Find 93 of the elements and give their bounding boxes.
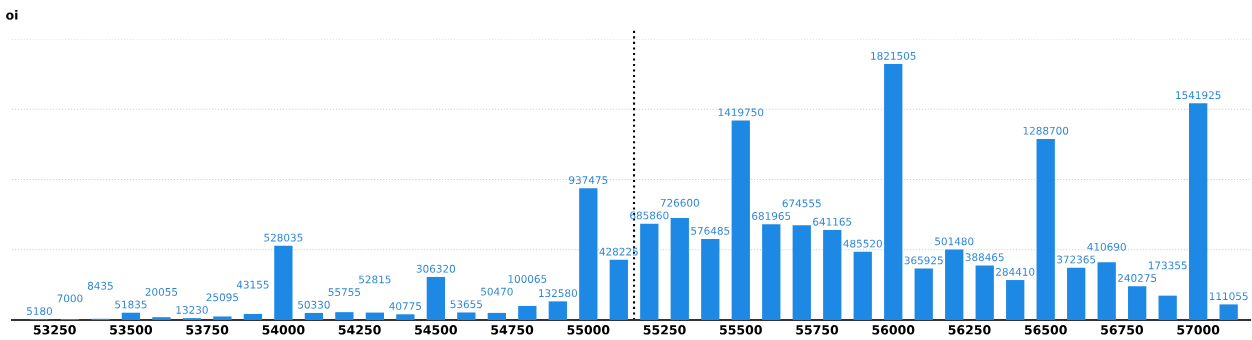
data-label: 365925 — [904, 256, 943, 265]
bar — [823, 229, 842, 320]
y-axis-title: oi — [6, 10, 18, 20]
data-label: 501480 — [935, 237, 974, 246]
bar — [609, 259, 628, 320]
bar — [762, 224, 781, 320]
data-label: 576485 — [691, 226, 730, 235]
bar — [1067, 267, 1086, 320]
x-tick-label: 53500 — [110, 325, 153, 335]
bar — [1006, 280, 1025, 320]
bar — [274, 245, 293, 320]
bar — [457, 312, 476, 320]
data-label: 25095 — [206, 293, 239, 302]
data-label: 1419750 — [718, 108, 764, 117]
data-label: 51835 — [115, 300, 147, 309]
bar — [396, 314, 415, 320]
data-label: 20055 — [145, 287, 178, 296]
bar — [304, 312, 324, 320]
data-label: 306320 — [416, 264, 456, 273]
data-label: 43155 — [236, 280, 269, 289]
data-label: 1288700 — [1023, 126, 1069, 135]
x-tick-label: 56500 — [1024, 325, 1067, 335]
data-label: 428225 — [599, 247, 638, 256]
data-label: 240275 — [1118, 274, 1157, 282]
data-label: 1541925 — [1176, 91, 1221, 100]
data-label: 50330 — [298, 300, 330, 309]
bar — [1036, 138, 1055, 320]
x-tick-label: 53750 — [186, 325, 229, 335]
data-label: 284410 — [996, 267, 1035, 276]
data-label: 8435 — [87, 281, 113, 290]
bar — [914, 268, 933, 320]
x-tick-label: 56750 — [1101, 325, 1144, 335]
bar — [670, 217, 689, 320]
data-label: 132580 — [539, 289, 578, 298]
bar — [945, 249, 964, 320]
data-label: 641165 — [813, 217, 852, 226]
bar — [1189, 103, 1208, 320]
bar — [853, 251, 872, 320]
bar — [487, 312, 506, 320]
data-label: 5180 — [26, 307, 53, 316]
x-tick-label: 55750 — [796, 325, 839, 335]
x-tick-label: 55500 — [720, 325, 762, 335]
x-tick-label: 56250 — [948, 325, 991, 335]
bar — [548, 301, 567, 320]
data-label: 685860 — [630, 211, 669, 220]
bar — [365, 312, 385, 320]
x-tick-label: 54000 — [262, 325, 305, 335]
bar — [213, 316, 232, 320]
bar — [121, 312, 141, 320]
bar — [1219, 304, 1238, 320]
bar — [975, 265, 994, 320]
data-label: 388465 — [965, 253, 1004, 262]
x-tick-label: 55000 — [567, 325, 610, 335]
x-tick-label: 53250 — [33, 325, 76, 335]
data-label: 50470 — [481, 287, 513, 296]
bar — [640, 223, 659, 320]
data-label: 1821505 — [871, 51, 916, 60]
data-label: 410690 — [1087, 242, 1126, 251]
bar — [1097, 262, 1116, 320]
bar — [152, 317, 171, 320]
bar — [731, 120, 750, 320]
data-label: 372365 — [1057, 255, 1096, 264]
bar — [792, 225, 811, 320]
data-label: 485520 — [843, 239, 882, 248]
data-label: 937475 — [569, 176, 608, 185]
x-tick-label: 56000 — [872, 325, 915, 335]
data-label: 53655 — [450, 300, 482, 309]
data-label: 674555 — [782, 199, 821, 208]
data-label: 13230 — [176, 306, 208, 314]
bar — [1128, 286, 1147, 320]
data-label: 40775 — [389, 302, 422, 310]
data-label: 681965 — [752, 212, 791, 220]
x-tick-label: 54500 — [415, 325, 457, 335]
x-tick-label: 55250 — [643, 325, 686, 335]
data-label: 726600 — [660, 198, 699, 207]
data-label: 7000 — [57, 294, 83, 303]
data-label: 100065 — [508, 275, 547, 283]
bar — [701, 239, 720, 320]
x-tick-label: 54750 — [491, 325, 534, 335]
bar — [1158, 295, 1177, 320]
data-label: 173355 — [1148, 261, 1187, 270]
bar — [335, 312, 354, 320]
data-label: 55755 — [328, 288, 361, 297]
bar — [426, 276, 445, 320]
bar — [243, 313, 263, 320]
bar — [884, 64, 903, 320]
x-tick-label: 54250 — [338, 325, 381, 335]
bar — [518, 305, 537, 320]
data-label: 52815 — [359, 275, 391, 284]
x-tick-label: 57000 — [1177, 325, 1220, 335]
data-label: 111055 — [1209, 292, 1248, 301]
bar — [579, 188, 598, 320]
data-label: 528035 — [264, 233, 303, 242]
